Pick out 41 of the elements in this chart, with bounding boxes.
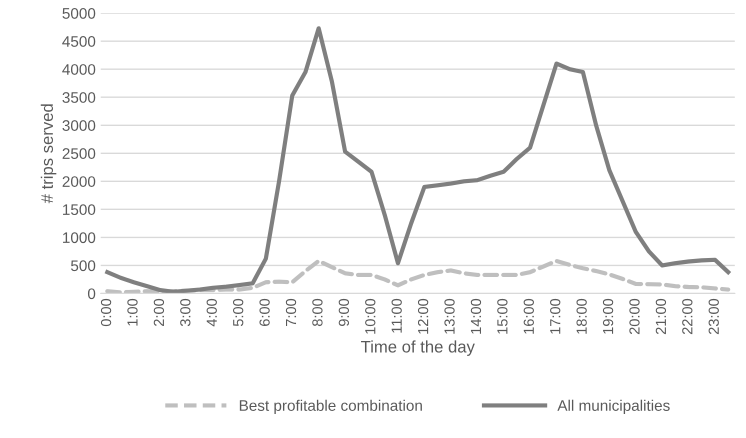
x-tick-label: 19:00 — [602, 298, 614, 334]
x-tick-label: 20:00 — [629, 298, 640, 334]
x-tick-label: 1:00 — [127, 298, 138, 326]
line-series — [105, 26, 730, 294]
x-tick-label: 7:00 — [286, 298, 296, 326]
x-tick-label: 8:00 — [312, 298, 323, 326]
y-tick-label: 3000 — [62, 120, 96, 131]
x-tick-label: 9:00 — [338, 298, 350, 326]
y-tick-label: 5000 — [62, 8, 96, 19]
y-tick-label: 4500 — [62, 36, 96, 47]
x-tick-label: 23:00 — [708, 298, 719, 334]
y-tick-label: 1000 — [63, 232, 96, 244]
line-series — [105, 258, 730, 294]
x-tick-label: 15:00 — [497, 298, 508, 334]
x-tick-label: 12:00 — [418, 298, 428, 334]
legend-label: All municipalities — [557, 400, 670, 414]
x-tick-label: 2:00 — [154, 298, 164, 326]
y-tick-label: 2500 — [62, 148, 96, 159]
x-tick-label: 18:00 — [576, 298, 587, 334]
y-tick-label: 0 — [88, 288, 96, 300]
x-tick-label: 22:00 — [682, 298, 692, 334]
y-tick-label: 1500 — [63, 204, 96, 216]
x-tick-label: 21:00 — [656, 298, 666, 334]
y-axis-title: # trips served — [40, 104, 56, 204]
y-tick-label: 4000 — [62, 64, 96, 75]
legend-label: Best profitable combination — [240, 400, 422, 414]
x-tick-label: 6:00 — [259, 298, 270, 326]
x-tick-label: 16:00 — [524, 298, 534, 334]
x-tick-label: 4:00 — [206, 298, 217, 326]
x-tick-label: 5:00 — [233, 298, 244, 326]
y-tick-label: 3500 — [62, 92, 96, 103]
y-tick-label: 2000 — [62, 176, 96, 188]
x-tick-label: 14:00 — [470, 298, 482, 334]
y-tick-label: 500 — [70, 260, 96, 272]
x-tick-label: 11:00 — [392, 298, 402, 333]
x-axis-title: Time of the day — [361, 340, 475, 356]
x-tick-label: 0:00 — [100, 298, 112, 326]
x-tick-label: 17:00 — [550, 298, 560, 334]
x-tick-label: 10:00 — [365, 298, 376, 334]
x-tick-label: 3:00 — [180, 298, 190, 326]
x-tick-label: 13:00 — [444, 298, 455, 334]
